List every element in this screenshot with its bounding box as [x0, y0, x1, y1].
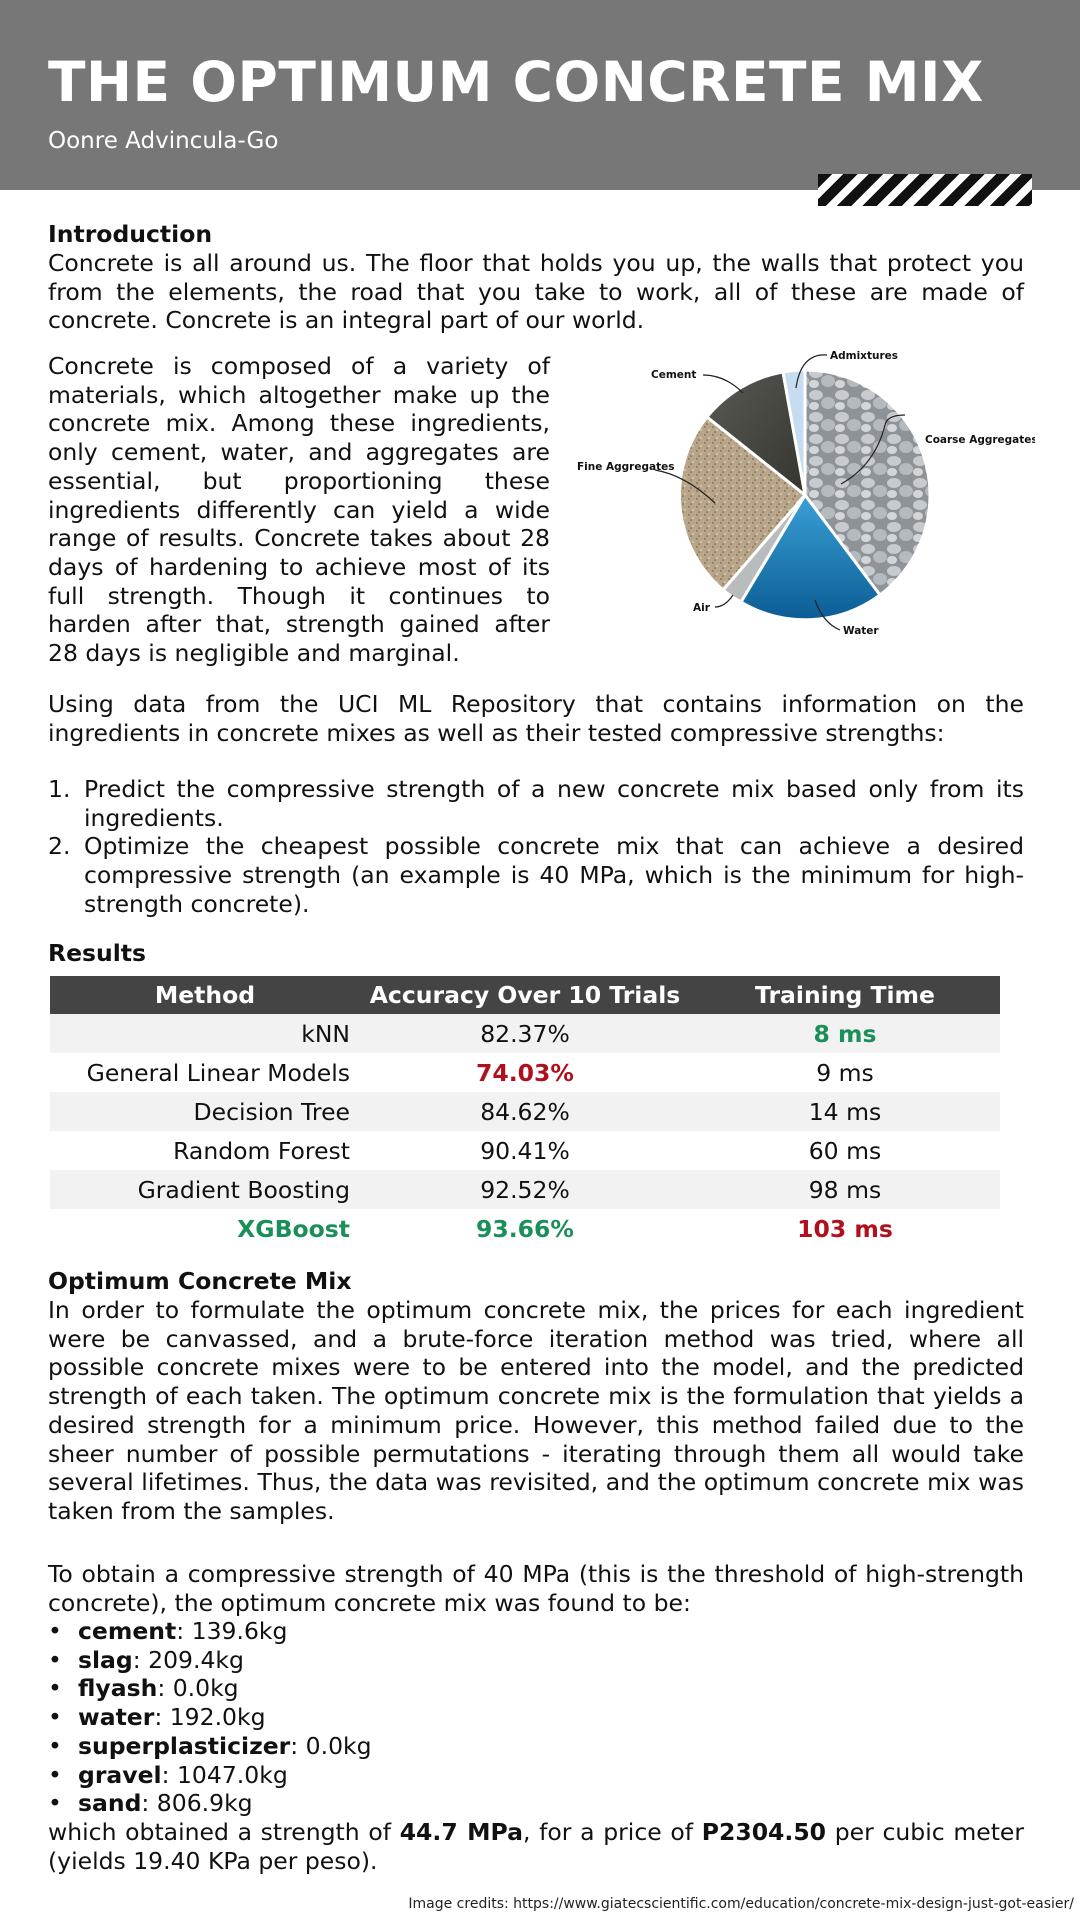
training-time-cell: 98 ms	[690, 1170, 1000, 1209]
pie-slice-fine-aggregates	[678, 414, 808, 593]
optimum-method-paragraph: In order to formulate the optimum concre…	[48, 1296, 1024, 1525]
table-row: Gradient Boosting 92.52% 98 ms	[50, 1170, 1000, 1209]
pie-slice-admixtures	[781, 368, 807, 496]
goal-item: 2. Optimize the cheapest possible concre…	[48, 832, 1024, 918]
goal-number: 2.	[48, 832, 71, 861]
table-header-row: Method Accuracy Over 10 Trials Training …	[50, 976, 1000, 1014]
method-cell: General Linear Models	[86, 1058, 350, 1087]
ingredient-name: sand	[78, 1789, 142, 1818]
column-header-method: Method	[50, 976, 360, 1014]
accuracy-cell: 82.37%	[360, 1014, 690, 1053]
method-cell: Gradient Boosting	[50, 1170, 360, 1209]
pie-slice-cement	[704, 370, 808, 499]
accuracy-cell: 92.52%	[360, 1170, 690, 1209]
accuracy-cell: 93.66%	[476, 1214, 574, 1243]
accuracy-cell: 74.03%	[476, 1058, 574, 1087]
goal-text: Optimize the cheapest possible concrete …	[84, 832, 1024, 918]
result-summary: which obtained a strength of 44.7 MPa, f…	[48, 1818, 1024, 1875]
list-item: • cement: 139.6kg	[48, 1617, 288, 1645]
pie-label-admixtures: Admixtures	[830, 350, 898, 362]
pie-slice-coarse-aggregates	[803, 368, 932, 598]
goal-number: 1.	[48, 775, 71, 803]
ingredient-amount: : 192.0kg	[154, 1703, 266, 1732]
list-item: • slag: 209.4kg	[48, 1645, 244, 1674]
column-header-training-time: Training Time	[690, 976, 1000, 1014]
title-banner: THE OPTIMUM CONCRETE MIX Oonre Advincula…	[0, 0, 1080, 190]
accuracy-cell: 84.62%	[360, 1092, 690, 1131]
data-source-paragraph: Using data from the UCI ML Repository th…	[48, 690, 1024, 747]
pie-label-air: Air	[693, 602, 711, 614]
ingredient-name: water	[78, 1703, 155, 1732]
concrete-composition-pie: Admixtures Cement Coarse Aggregates Fine…	[577, 350, 1035, 637]
ingredient-amount: : 0.0kg	[290, 1731, 372, 1760]
pie-slice-water	[738, 492, 883, 622]
optimum-intro-paragraph: To obtain a compressive strength of 40 M…	[48, 1560, 1024, 1617]
introduction-heading: Introduction	[48, 220, 213, 248]
ingredient-name: slag	[78, 1645, 133, 1674]
list-item: • flyash: 0.0kg	[48, 1674, 239, 1703]
table-row: Random Forest 90.41% 60 ms	[50, 1131, 1000, 1170]
page-title: THE OPTIMUM CONCRETE MIX	[48, 50, 984, 114]
ingredient-amount: : 1047.0kg	[161, 1760, 288, 1789]
pie-label-cement: Cement	[651, 369, 696, 381]
method-cell: XGBoost	[237, 1214, 350, 1243]
list-item: • superplasticizer: 0.0kg	[48, 1731, 372, 1760]
training-time-cell: 8 ms	[690, 1014, 1000, 1053]
ingredient-amount: : 139.6kg	[176, 1617, 288, 1645]
list-item: • sand: 806.9kg	[48, 1789, 253, 1818]
method-cell: Random Forest	[173, 1136, 350, 1165]
ingredient-name: flyash	[78, 1674, 158, 1703]
training-time-cell: 60 ms	[808, 1136, 882, 1165]
pie-label-fine-aggregates: Fine Aggregates	[577, 461, 674, 473]
list-item: • gravel: 1047.0kg	[48, 1760, 288, 1789]
goal-item: 1. Predict the compressive strength of a…	[48, 775, 1024, 832]
ingredient-amount: : 209.4kg	[132, 1645, 244, 1674]
list-item: • water: 192.0kg	[48, 1703, 266, 1732]
results-heading: Results	[48, 939, 147, 967]
table-row: Decision Tree 84.62% 14 ms	[50, 1092, 1000, 1131]
ingredient-name: gravel	[78, 1760, 162, 1789]
ingredient-list: • cement: 139.6kg • slag: 209.4kg • flyash:…	[48, 1617, 372, 1818]
column-header-accuracy: Accuracy Over 10 Trials	[360, 976, 690, 1014]
result-text-pre: which obtained a strength of	[48, 1818, 400, 1846]
ingredient-name: superplasticizer	[78, 1731, 291, 1760]
pie-label-coarse-aggregates: Coarse Aggregates	[925, 434, 1035, 446]
table-row: General Linear Models 74.03% 9 ms	[50, 1053, 1000, 1092]
method-cell: kNN	[50, 1014, 360, 1053]
training-time-cell: 9 ms	[816, 1058, 874, 1087]
result-text-post: per cubic meter (yields 19.40 KPa per pe…	[48, 1818, 1025, 1875]
image-credits: Image credits: https://www.giatecscienti…	[408, 1896, 1074, 1912]
goals-list: 1. Predict the compressive strength of a…	[48, 775, 1024, 919]
table-row: XGBoost 93.66% 103 ms	[50, 1209, 1000, 1248]
goal-text: Predict the compressive strength of a ne…	[84, 775, 1024, 832]
results-table: Method Accuracy Over 10 Trials Training …	[50, 976, 1000, 1248]
intro-paragraph-2: Concrete is composed of a variety of mat…	[48, 352, 550, 668]
intro-paragraph-1: Concrete is all around us. The floor tha…	[48, 249, 1024, 335]
training-time-cell: 103 ms	[797, 1214, 893, 1243]
ingredient-amount: : 0.0kg	[157, 1674, 239, 1703]
ingredient-name: cement	[78, 1617, 177, 1645]
accuracy-cell: 90.41%	[480, 1136, 570, 1165]
result-text-mid: , for a price of	[522, 1818, 702, 1846]
author-name: Oonre Advincula-Go	[48, 128, 279, 154]
optimum-mix-heading: Optimum Concrete Mix	[48, 1267, 352, 1295]
result-strength: 44.7 MPa	[399, 1818, 523, 1846]
method-cell: Decision Tree	[50, 1092, 360, 1131]
ingredient-amount: : 806.9kg	[141, 1789, 253, 1818]
hazard-stripe	[818, 174, 1032, 206]
training-time-cell: 14 ms	[690, 1092, 1000, 1131]
result-price: P2304.50	[701, 1818, 827, 1846]
table-row: kNN 82.37% 8 ms	[50, 1014, 1000, 1053]
pie-label-water: Water	[843, 625, 879, 637]
